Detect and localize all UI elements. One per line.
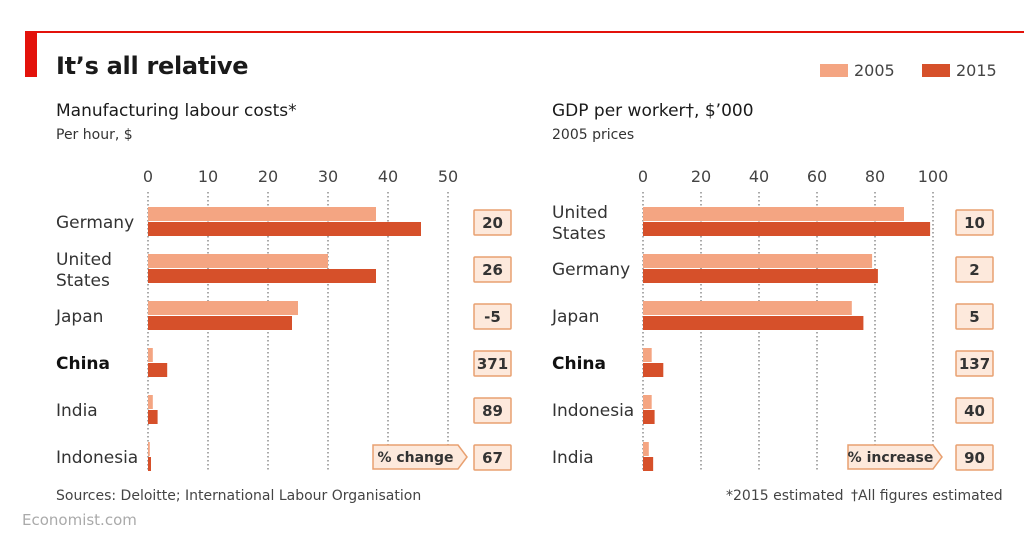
chart-1-bar-2005 <box>148 254 328 268</box>
top-rule <box>25 31 1024 33</box>
brand-logo-text: Economist.com <box>22 511 137 529</box>
chart-1-category-label: Indonesia <box>56 448 138 468</box>
chart-1-category-label: India <box>56 401 98 421</box>
red-tag <box>25 31 37 77</box>
chart-1-category-label: China <box>56 354 110 374</box>
chart-1-subtitle: Per hour, $ <box>56 127 133 143</box>
chart-1-bar-2005 <box>148 301 298 315</box>
chart-1-category-label: United <box>56 250 112 270</box>
chart-2-tick-label: 60 <box>807 167 827 186</box>
chart-1-tick-label: 30 <box>318 167 338 186</box>
footnote-estimated-2015: *2015 estimated <box>726 488 844 504</box>
chart-1-title: Manufacturing labour costs* <box>56 101 297 121</box>
chart-2-change-box <box>955 209 994 236</box>
chart-2-change-box <box>955 256 994 283</box>
legend-item-2005: 2005 <box>820 61 895 80</box>
chart-1-change-value: 89 <box>482 402 503 420</box>
chart-1-change-box <box>473 350 512 377</box>
chart-1-tick-label: 50 <box>438 167 458 186</box>
chart-1-bar-2005 <box>148 395 153 409</box>
chart-1-bar-2015 <box>148 316 292 330</box>
legend-item-2015: 2015 <box>922 61 997 80</box>
legend-label-2015: 2015 <box>956 61 997 80</box>
chart-1-change-box <box>473 444 512 471</box>
chart-1-change-callout-label: % change <box>377 450 453 466</box>
chart-1-change-box <box>473 209 512 236</box>
chart-1-change-value: 371 <box>477 355 508 373</box>
chart-2-tick-label: 100 <box>918 167 949 186</box>
chart-2-bar-2005 <box>643 348 652 362</box>
chart-1-change-value: 20 <box>482 214 503 232</box>
chart-2-category-label: Japan <box>551 307 599 327</box>
page-title: It’s all relative <box>56 52 249 80</box>
chart-1-change-callout <box>372 444 468 470</box>
chart-2-change-box <box>955 303 994 330</box>
chart-2-change-callout <box>847 444 943 470</box>
legend-swatch-2005 <box>820 64 848 77</box>
chart-2-change-value: 5 <box>969 308 979 326</box>
chart-2-change-callout-label: % increase <box>848 450 934 466</box>
chart-1-bar-2005 <box>148 207 376 221</box>
legend-label-2005: 2005 <box>854 61 895 80</box>
chart-1-bar-2015 <box>148 457 151 471</box>
chart-2-change-box <box>955 444 994 471</box>
chart-2-bar-2015 <box>643 457 654 471</box>
chart-1-category-label: States <box>56 271 110 291</box>
chart-2-bar-2005 <box>643 301 852 315</box>
chart-2-category-label: China <box>552 354 606 374</box>
chart-2-title: GDP per worker†, $’000 <box>552 101 754 121</box>
chart-1-bar-2005 <box>148 348 153 362</box>
chart-2-change-value: 2 <box>969 261 979 279</box>
chart-1-change-box <box>473 256 512 283</box>
chart-2-bar-2015 <box>643 363 664 377</box>
chart-2-change-value: 10 <box>964 214 985 232</box>
chart-2-tick-label: 40 <box>749 167 769 186</box>
chart-2-change-value: 40 <box>964 402 985 420</box>
chart-1-change-value: 26 <box>482 261 503 279</box>
chart-1-change-value: -5 <box>484 308 501 326</box>
chart-1-tick-label: 10 <box>198 167 218 186</box>
chart-2-bar-2005 <box>643 442 649 456</box>
legend-swatch-2015 <box>922 64 950 77</box>
chart-2-change-box <box>955 397 994 424</box>
chart-1-change-box <box>473 303 512 330</box>
chart-1-bar-2005 <box>148 442 150 456</box>
chart-2-change-value: 90 <box>964 449 985 467</box>
chart-1-change-value: 67 <box>482 449 503 467</box>
chart-1-change-box <box>473 397 512 424</box>
chart-2-tick-label: 80 <box>865 167 885 186</box>
chart-2-bar-2005 <box>643 254 873 268</box>
chart-2-category-label: Germany <box>552 260 630 280</box>
chart-1-bar-2015 <box>148 363 168 377</box>
chart-1-bar-2015 <box>148 410 158 424</box>
chart-1-category-label: Germany <box>56 213 134 233</box>
chart-2-bar-2015 <box>643 269 878 283</box>
chart-2-category-label: States <box>552 224 606 244</box>
chart-2-bar-2015 <box>643 316 864 330</box>
chart-2-change-value: 137 <box>959 355 990 373</box>
footnote-all-estimated: †All figures estimated <box>851 488 1003 504</box>
chart-2-bar-2015 <box>643 222 931 236</box>
chart-2-bar-2005 <box>643 207 904 221</box>
chart-2-tick-label: 20 <box>691 167 711 186</box>
chart-2-bar-2015 <box>643 410 655 424</box>
chart-1-bar-2015 <box>148 222 421 236</box>
chart-2-subtitle: 2005 prices <box>552 127 635 143</box>
chart-1-bar-2015 <box>148 269 376 283</box>
chart-1-category-label: Japan <box>55 307 103 327</box>
chart-2-change-box <box>955 350 994 377</box>
chart-2-tick-label: 0 <box>638 167 648 186</box>
chart-1-tick-label: 0 <box>143 167 153 186</box>
chart-1-tick-label: 20 <box>258 167 278 186</box>
chart-2-category-label: India <box>552 448 594 468</box>
chart-2-bar-2005 <box>643 395 652 409</box>
chart-2-category-label: United <box>552 203 608 223</box>
sources-note: Sources: Deloitte; International Labour … <box>56 488 422 504</box>
chart-1-tick-label: 40 <box>378 167 398 186</box>
chart-2-category-label: Indonesia <box>552 401 634 421</box>
